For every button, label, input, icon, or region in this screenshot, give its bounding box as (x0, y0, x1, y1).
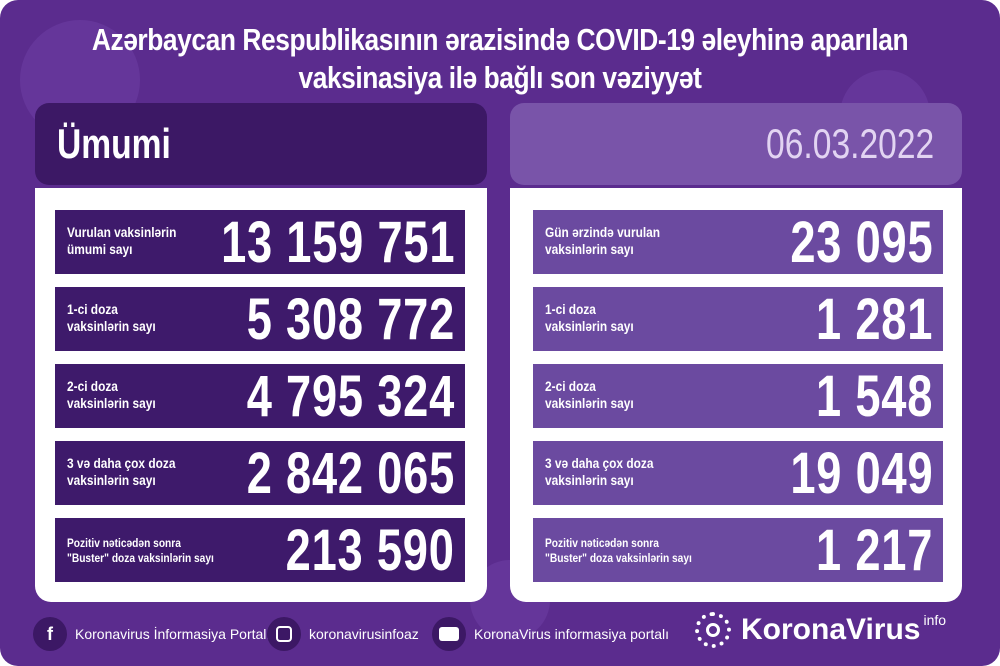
stat-row: 1-ci doza vaksinlərin sayı 5 308 772 (55, 287, 465, 351)
stat-value: 1 217 (815, 518, 933, 583)
stat-value: 19 049 (789, 441, 933, 506)
sun-logo-icon (695, 612, 731, 648)
stat-row: Vurulan vaksinlərin ümumi sayı 13 159 751 (55, 210, 465, 274)
stat-row: 1-ci doza vaksinlərin sayı 1 281 (533, 287, 943, 351)
stat-label: 1-ci doza vaksinlərin sayı (67, 301, 156, 334)
stat-row: Pozitiv nəticədən sonra "Buster" doza vak… (55, 518, 465, 582)
logo-sup: info (923, 612, 947, 628)
stat-label: 2-ci doza vaksinlərin sayı (67, 378, 156, 411)
stat-value: 4 795 324 (246, 364, 455, 429)
youtube-icon (432, 617, 466, 651)
stat-value: 1 281 (815, 287, 933, 352)
stat-row: Pozitiv nəticədən sonra "Buster" doza vak… (533, 518, 943, 582)
stat-value: 1 548 (815, 364, 933, 429)
koronavirus-logo: KoronaVirus info (695, 612, 946, 648)
stat-row: Gün ərzində vurulan vaksinlərin sayı 23 09… (533, 210, 943, 274)
stat-row: 2-ci doza vaksinlərin sayı 1 548 (533, 364, 943, 428)
youtube-label: KoronaVirus informasiya portalı (474, 626, 670, 642)
total-header-label: Ümumi (57, 120, 171, 167)
stat-value: 2 842 065 (246, 441, 455, 506)
stat-label: Pozitiv nəticədən sonra "Buster" doza vak… (67, 536, 214, 565)
logo-text: KoronaVirus (741, 613, 921, 646)
total-card: Vurulan vaksinlərin ümumi sayı 13 159 751 … (35, 188, 487, 602)
stat-value: 213 590 (286, 518, 455, 583)
stat-value: 13 159 751 (220, 210, 455, 275)
facebook-link[interactable]: f Koronavirus İnformasiya Portalı (33, 616, 270, 652)
stat-value: 5 308 772 (246, 287, 455, 352)
stat-label: Vurulan vaksinlərin ümumi sayı (67, 224, 177, 257)
stat-value: 23 095 (789, 210, 933, 275)
instagram-label: koronavirusinfoaz (309, 626, 419, 642)
youtube-link[interactable]: KoronaVirus informasiya portalı (432, 616, 669, 652)
stat-label: 3 və daha çox doza vaksinlərin sayı (545, 455, 654, 488)
title-line-2: vaksinasiya ilə bağlı son vəziyyət (298, 60, 702, 95)
facebook-icon: f (33, 617, 67, 651)
title-line-1: Azərbaycan Respublikasının ərazisində CO… (91, 22, 909, 57)
instagram-icon (267, 617, 301, 651)
stat-row: 2-ci doza vaksinlərin sayı 4 795 324 (55, 364, 465, 428)
total-header: Ümumi (35, 103, 487, 185)
stat-label: 3 və daha çox doza vaksinlərin sayı (67, 455, 176, 488)
stat-label: 2-ci doza vaksinlərin sayı (545, 378, 634, 411)
daily-card: Gün ərzində vurulan vaksinlərin sayı 23 09… (510, 188, 962, 602)
stat-row: 3 və daha çox doza vaksinlərin sayı 2 842 … (55, 441, 465, 505)
stat-label: 1-ci doza vaksinlərin sayı (545, 301, 634, 334)
stat-label: Pozitiv nəticədən sonra "Buster" doza vak… (545, 536, 692, 565)
stat-label: Gün ərzində vurulan vaksinlərin sayı (545, 224, 661, 257)
instagram-link[interactable]: koronavirusinfoaz (267, 616, 419, 652)
facebook-label: Koronavirus İnformasiya Portalı (75, 626, 271, 642)
date-header: 06.03.2022 (510, 103, 962, 185)
date-label: 06.03.2022 (765, 120, 934, 167)
stat-row: 3 və daha çox doza vaksinlərin sayı 19 049 (533, 441, 943, 505)
